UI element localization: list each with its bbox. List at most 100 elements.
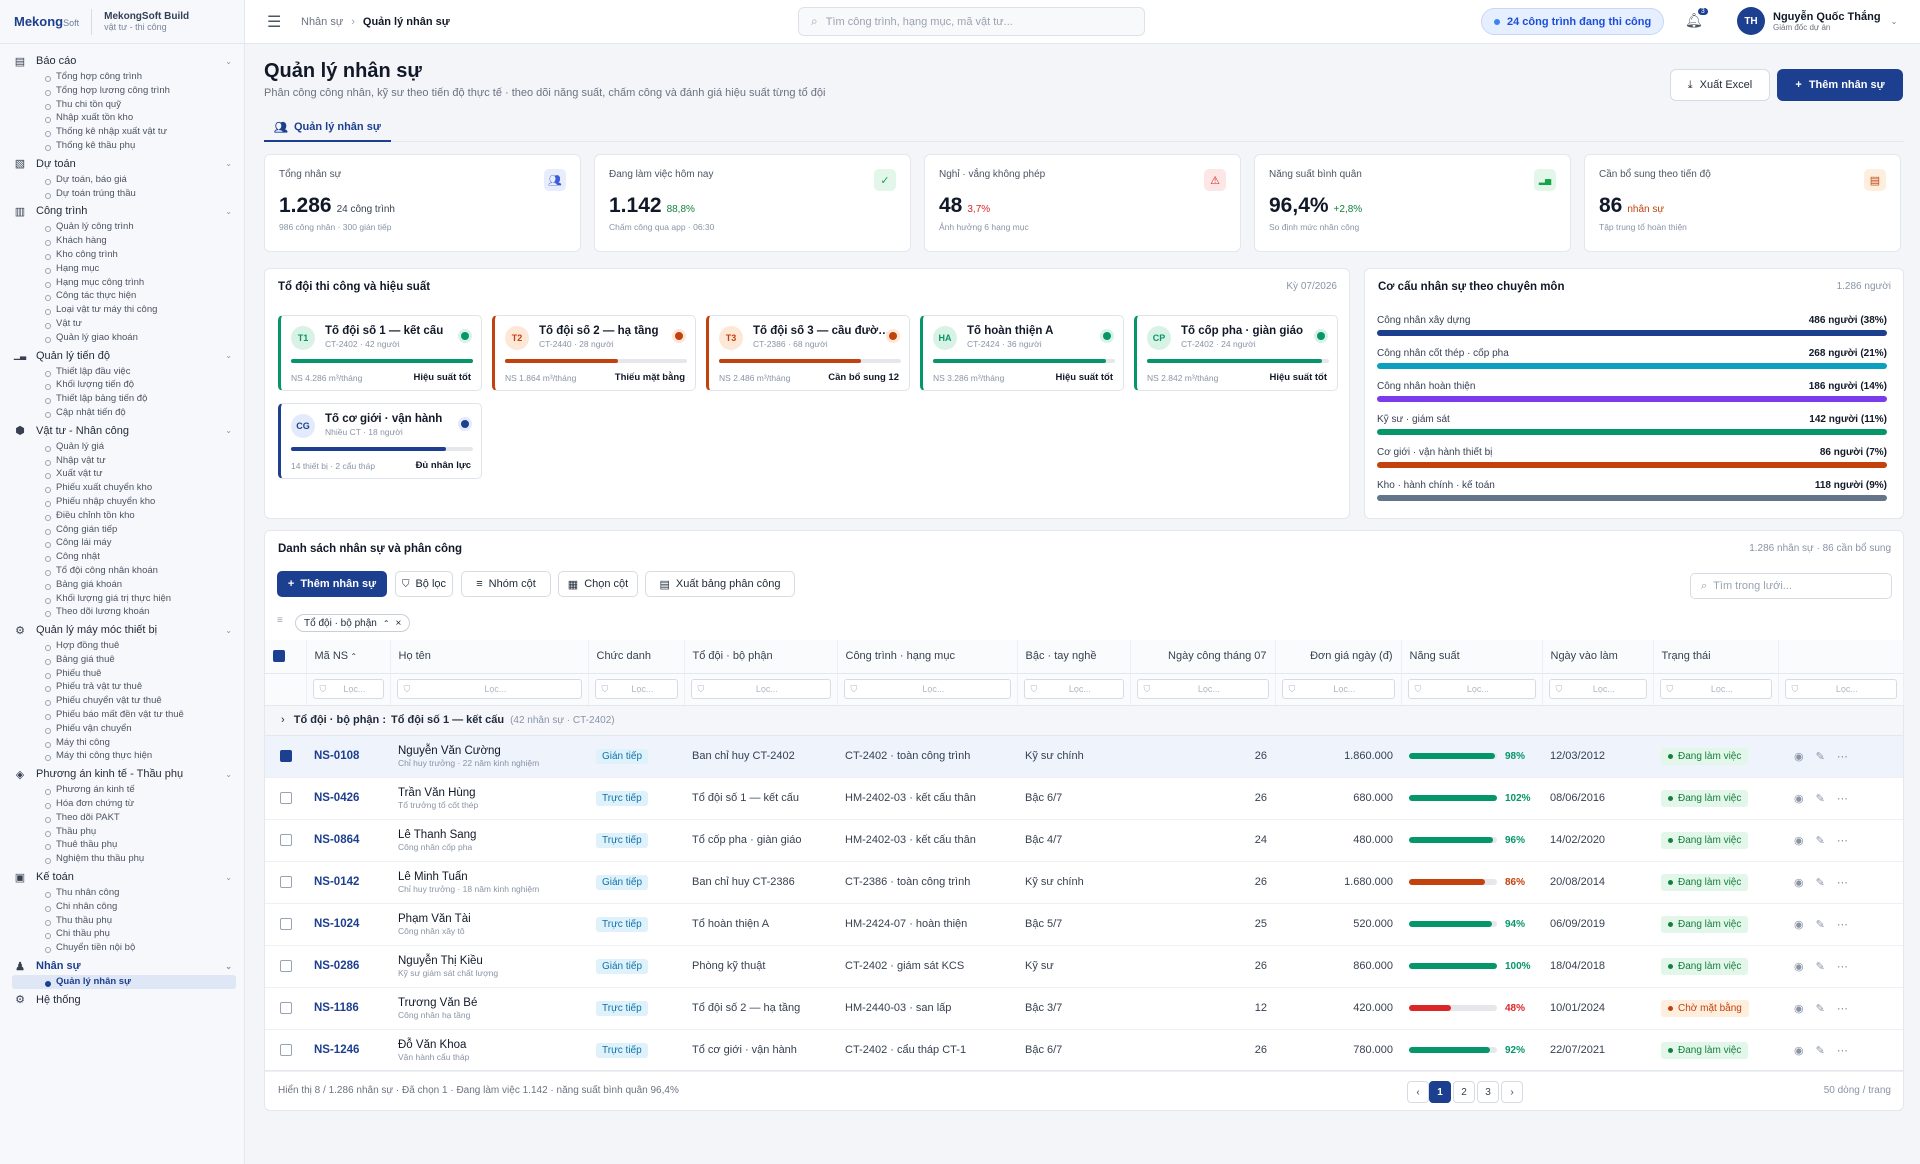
row-checkbox[interactable] <box>279 834 292 847</box>
sidebar-item[interactable]: Vật tư <box>12 317 236 331</box>
more-icon[interactable]: ⋯ <box>1836 1002 1860 1015</box>
close-icon[interactable]: × <box>395 617 402 629</box>
column-filter-input[interactable]: ⛉ Lọc... <box>594 679 678 699</box>
row-checkbox[interactable] <box>279 750 292 763</box>
table-row[interactable]: NS-0108 Nguyễn Văn Cường Chỉ huy trưởng · … <box>265 735 1903 778</box>
column-header[interactable]: Chức danh <box>588 640 685 674</box>
sidebar-item[interactable]: Bảng giá thuê <box>12 653 236 667</box>
sidebar-item[interactable]: Máy thi công thực hiện <box>12 749 236 763</box>
sidebar-group-8[interactable]: ♟ Nhân sự ⌄ <box>12 957 236 975</box>
add-staff-button[interactable]: + Thêm nhân sự <box>1777 69 1903 101</box>
table-row[interactable]: NS-0286 Nguyễn Thị Kiều Kỹ sư giám sát chấ… <box>265 945 1903 988</box>
sidebar-item[interactable]: Chi thầu phụ <box>12 927 236 941</box>
more-icon[interactable]: ⋯ <box>1836 792 1860 805</box>
team-card[interactable]: CP Tổ cốp pha · giàn giáo CT-2402 · 24 ngư… <box>1134 315 1338 391</box>
team-card[interactable]: HA Tổ hoàn thiện A CT-2424 · 36 người NS 3.… <box>920 315 1124 391</box>
sidebar-item[interactable]: Loại vật tư máy thi công <box>12 303 236 317</box>
column-filter-input[interactable]: ⛉ Lọc... <box>1548 679 1647 699</box>
sidebar-item[interactable]: Điều chỉnh tồn kho <box>12 509 236 523</box>
select-all-checkbox[interactable] <box>273 650 285 663</box>
table-row[interactable]: NS-1246 Đỗ Văn Khoa Vận hành cẩu tháp Trực … <box>265 1029 1903 1072</box>
row-checkbox[interactable] <box>279 792 292 805</box>
column-header[interactable]: Họ tên <box>390 640 589 674</box>
row-checkbox[interactable] <box>279 876 292 889</box>
eye-icon[interactable]: ◉ <box>1794 876 1816 889</box>
sidebar-item[interactable]: Cập nhật tiến độ <box>12 406 236 420</box>
team-card[interactable]: T1 Tổ đội số 1 — kết cấu CT-2402 · 42 ngườ… <box>278 315 482 391</box>
team-card[interactable]: CG Tổ cơ giới · vận hành Nhiều CT · 18 ngư… <box>278 403 482 479</box>
sidebar-item[interactable]: Công lái máy <box>12 536 236 550</box>
eye-icon[interactable]: ◉ <box>1794 1044 1816 1057</box>
staff-code-link[interactable]: NS-1024 <box>314 918 360 930</box>
sidebar-group-6[interactable]: ◈ Phương án kinh tế - Thầu phụ ⌄ <box>12 765 236 783</box>
user-menu[interactable]: TH Nguyễn Quốc Thắng Giám đốc dự án ⌄ <box>1737 7 1897 35</box>
team-card[interactable]: T2 Tổ đội số 2 — hạ tầng CT-2440 · 28 ngườ… <box>492 315 696 391</box>
sidebar-item[interactable]: Tổng hợp lương công trình <box>12 84 236 98</box>
column-filter-input[interactable]: ⛉ Lọc... <box>1136 679 1269 699</box>
sidebar-item[interactable]: Bảng giá khoán <box>12 578 236 592</box>
column-filter-input[interactable]: ⛉ Lọc... <box>843 679 1011 699</box>
sidebar-item[interactable]: Quản lý giá <box>12 440 236 454</box>
sidebar-item[interactable]: Theo dõi PAKT <box>12 811 236 825</box>
table-row[interactable]: NS-1024 Phạm Văn Tài Công nhân xây tô Trực … <box>265 903 1903 946</box>
table-row[interactable]: NS-0426 Trần Văn Hùng Tổ trưởng tổ cốt thé… <box>265 777 1903 820</box>
page-size-select[interactable]: 50 dòng / trang <box>1823 1085 1891 1096</box>
table-row[interactable]: NS-0142 Lê Minh Tuấn Chỉ huy trưởng · 18 n… <box>265 861 1903 904</box>
sort-up-icon[interactable]: ⌃ <box>382 618 390 628</box>
prev-page-button[interactable]: ‹ <box>1407 1081 1429 1103</box>
sidebar-item[interactable]: Dự toán, báo giá <box>12 173 236 187</box>
sidebar-item[interactable]: Máy thi công <box>12 736 236 750</box>
column-filter-input[interactable]: ⛉ Lọc... <box>312 679 384 699</box>
page-button[interactable]: 2 <box>1453 1081 1475 1103</box>
sidebar-group-9[interactable]: ⚙ Hệ thống <box>12 991 236 1009</box>
sidebar-item[interactable]: Phiếu báo mất đền vật tư thuê <box>12 708 236 722</box>
column-header[interactable]: Công trình · hạng mục <box>837 640 1018 674</box>
more-icon[interactable]: ⋯ <box>1836 1044 1860 1057</box>
export-excel-button[interactable]: ⤓ Xuất Excel <box>1670 69 1770 101</box>
row-checkbox[interactable] <box>279 960 292 973</box>
sidebar-item[interactable]: Quản lý nhân sự <box>12 975 236 989</box>
edit-icon[interactable]: ✎ <box>1815 1044 1837 1057</box>
sidebar-item[interactable]: Thiết lập đầu việc <box>12 365 236 379</box>
grid-add-staff-button[interactable]: + Thêm nhân sự <box>277 571 387 597</box>
sort-up-icon[interactable]: ⌃ <box>348 652 358 662</box>
eye-icon[interactable]: ◉ <box>1794 750 1816 763</box>
column-filter-input[interactable]: ⛉ Lọc... <box>1023 679 1124 699</box>
sidebar-item[interactable]: Chi nhân công <box>12 900 236 914</box>
sidebar-item[interactable]: Phiếu vận chuyển <box>12 722 236 736</box>
sidebar-item[interactable]: Nhập xuất tồn kho <box>12 111 236 125</box>
eye-icon[interactable]: ◉ <box>1794 1002 1816 1015</box>
sidebar-item[interactable]: Dự toán trúng thầu <box>12 187 236 201</box>
column-header[interactable]: Tổ đội · bộ phận <box>684 640 838 674</box>
column-filter-input[interactable]: ⛉ Lọc... <box>1659 679 1772 699</box>
edit-icon[interactable]: ✎ <box>1815 750 1837 763</box>
sidebar-item[interactable]: Quản lý công trình <box>12 220 236 234</box>
column-header[interactable]: Mã NS ⌃ <box>306 640 391 674</box>
sidebar-item[interactable]: Hạng mục <box>12 262 236 276</box>
staff-code-link[interactable]: NS-0426 <box>314 792 360 804</box>
menu-icon[interactable]: ☰ <box>267 13 282 31</box>
table-row[interactable]: NS-1186 Trương Văn Bé Công nhân hạ tầng Trự… <box>265 987 1903 1030</box>
grid-search-input[interactable]: ⌕ Tìm trong lưới... <box>1690 573 1892 599</box>
tab-staff-management[interactable]: 👥︎ Quản lý nhân sự <box>264 114 391 142</box>
sidebar-group-2[interactable]: ▥ Công trình ⌄ <box>12 202 236 220</box>
more-icon[interactable]: ⋯ <box>1836 750 1860 763</box>
sidebar-item[interactable]: Hạng mục công trình <box>12 276 236 290</box>
edit-icon[interactable]: ✎ <box>1815 834 1837 847</box>
sidebar-group-0[interactable]: ▤ Báo cáo ⌄ <box>12 52 236 70</box>
column-header[interactable]: Ngày vào làm <box>1542 640 1654 674</box>
eye-icon[interactable]: ◉ <box>1794 960 1816 973</box>
column-filter-input[interactable]: ⛉ Lọc... <box>1784 679 1897 699</box>
edit-icon[interactable]: ✎ <box>1815 876 1837 889</box>
edit-icon[interactable]: ✎ <box>1815 792 1837 805</box>
sidebar-item[interactable]: Nhập vật tư <box>12 454 236 468</box>
edit-icon[interactable]: ✎ <box>1815 918 1837 931</box>
sidebar-item[interactable]: Thu nhân công <box>12 886 236 900</box>
more-icon[interactable]: ⋯ <box>1836 918 1860 931</box>
group-columns-button[interactable]: ≡ Nhóm cột <box>461 571 551 597</box>
sidebar-item[interactable]: Thống kê thầu phụ <box>12 139 236 153</box>
row-checkbox[interactable] <box>279 1002 292 1015</box>
sidebar-item[interactable]: Khối lượng tiến độ <box>12 378 236 392</box>
more-icon[interactable]: ⋯ <box>1836 834 1860 847</box>
column-filter-input[interactable]: ⛉ Lọc... <box>1407 679 1536 699</box>
